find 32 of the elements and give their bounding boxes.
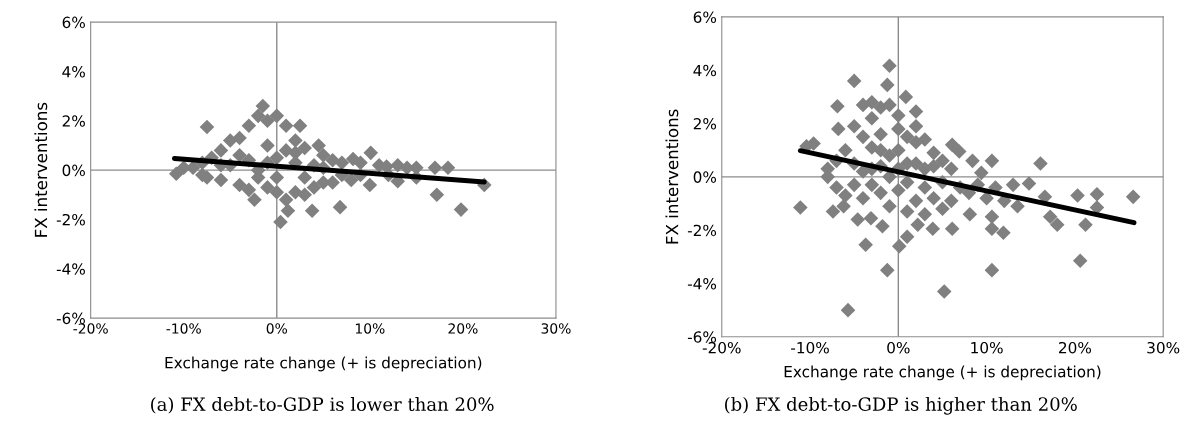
text: (b) FX debt-to-GDP is higher than 20% [725, 396, 1077, 415]
x-tick-label: -10% [166, 323, 201, 334]
x-tick-label: 10% [355, 323, 385, 334]
y-tick-label: 0% [693, 171, 717, 183]
y-tick-label: -2% [687, 224, 717, 237]
x-tick-label: 30% [541, 323, 571, 334]
x-axis-title: Exchange rate change (+ is depreciation) [784, 365, 1101, 381]
x-tick-label: -20% [73, 323, 108, 334]
x-tick-label: 0% [266, 323, 288, 334]
y-tick-label: 6% [62, 16, 85, 29]
y-tick-label: -4% [687, 277, 717, 290]
y-tick-label: 4% [693, 64, 717, 77]
y-tick-label: 6% [693, 11, 717, 23]
y-tick-label: 2% [693, 118, 717, 130]
y-axis-title: FX interventions [665, 109, 679, 244]
x-tick-label: 30% [1147, 341, 1180, 354]
x-tick-label: 20% [448, 323, 478, 334]
x-tick-label: 20% [1059, 341, 1092, 354]
y-axis-title: FX interventions [34, 102, 48, 237]
y-tick-label: 2% [62, 115, 85, 127]
x-tick-label: -10% [791, 341, 829, 354]
y-tick-label: -6% [687, 331, 717, 343]
y-tick-label: -2% [56, 213, 85, 226]
y-tick-label: -4% [56, 263, 85, 275]
x-tick-label: 0% [887, 341, 910, 354]
y-tick-label: 0% [62, 164, 85, 177]
x-axis-title: Exchange rate change (+ is depreciation) [165, 356, 482, 372]
x-tick-label: -20% [702, 341, 741, 354]
y-tick-label: -6% [56, 312, 85, 325]
text: (a) FX debt-to-GDP is lower than 20% [151, 397, 494, 414]
x-tick-label: 10% [971, 341, 1003, 354]
y-tick-label: 4% [62, 65, 85, 78]
